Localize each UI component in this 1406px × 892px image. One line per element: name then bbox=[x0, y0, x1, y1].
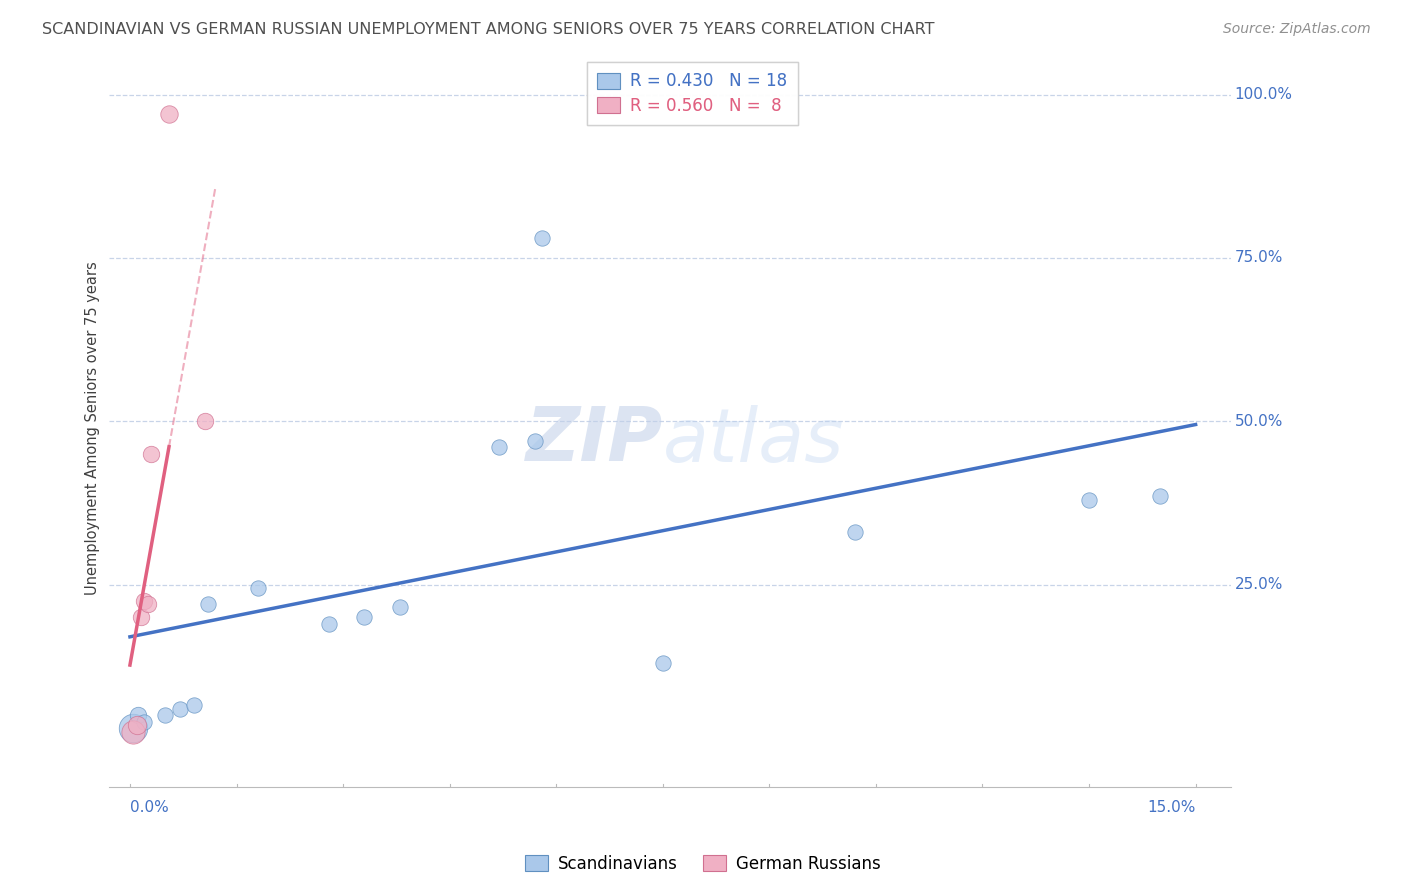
Text: 0.0%: 0.0% bbox=[129, 800, 169, 815]
Point bbox=[183, 698, 205, 713]
Point bbox=[169, 701, 191, 715]
Text: ZIP: ZIP bbox=[526, 404, 662, 477]
Point bbox=[523, 434, 546, 448]
Point bbox=[530, 231, 553, 245]
Point bbox=[246, 581, 269, 595]
Point bbox=[353, 610, 375, 624]
Text: atlas: atlas bbox=[662, 405, 844, 477]
Point bbox=[125, 718, 148, 732]
Point bbox=[197, 597, 219, 611]
Text: 75.0%: 75.0% bbox=[1234, 251, 1284, 266]
Point bbox=[651, 656, 673, 670]
Point bbox=[388, 600, 411, 615]
Point bbox=[134, 714, 156, 729]
Point bbox=[127, 708, 149, 723]
Point bbox=[1149, 489, 1171, 503]
Text: 50.0%: 50.0% bbox=[1234, 414, 1284, 429]
Point bbox=[122, 724, 145, 739]
Y-axis label: Unemployment Among Seniors over 75 years: Unemployment Among Seniors over 75 years bbox=[86, 261, 100, 595]
Text: 15.0%: 15.0% bbox=[1147, 800, 1195, 815]
Point bbox=[193, 414, 215, 428]
Legend: R = 0.430   N = 18, R = 0.560   N =  8: R = 0.430 N = 18, R = 0.560 N = 8 bbox=[588, 62, 797, 125]
Point bbox=[155, 708, 177, 723]
Text: 100.0%: 100.0% bbox=[1234, 87, 1292, 103]
Point bbox=[318, 616, 340, 631]
Legend: Scandinavians, German Russians: Scandinavians, German Russians bbox=[519, 848, 887, 880]
Point bbox=[1078, 492, 1101, 507]
Point bbox=[134, 594, 156, 608]
Point bbox=[129, 610, 152, 624]
Text: 25.0%: 25.0% bbox=[1234, 577, 1284, 592]
Text: SCANDINAVIAN VS GERMAN RUSSIAN UNEMPLOYMENT AMONG SENIORS OVER 75 YEARS CORRELAT: SCANDINAVIAN VS GERMAN RUSSIAN UNEMPLOYM… bbox=[42, 22, 935, 37]
Point bbox=[122, 721, 145, 735]
Point bbox=[141, 447, 163, 461]
Point bbox=[844, 525, 866, 540]
Point bbox=[488, 441, 510, 455]
Point bbox=[157, 107, 180, 121]
Point bbox=[136, 597, 159, 611]
Text: Source: ZipAtlas.com: Source: ZipAtlas.com bbox=[1223, 22, 1371, 37]
